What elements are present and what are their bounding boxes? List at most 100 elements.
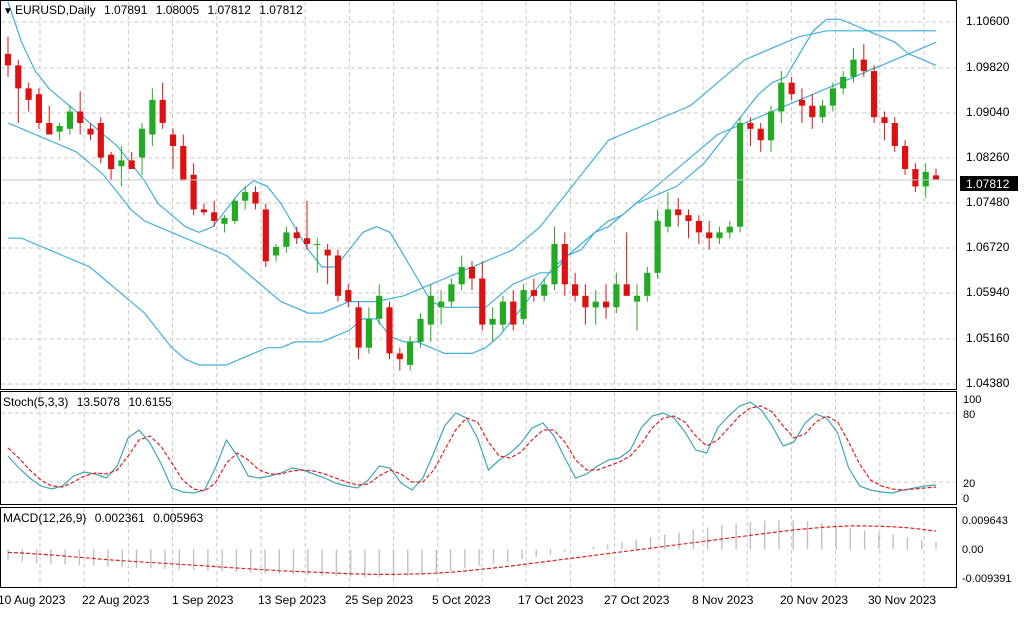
- collapse-triangle-icon[interactable]: ▼: [3, 6, 13, 17]
- bear-candle-body: [860, 59, 867, 72]
- stoch-header: Stoch(5,3,3) 13.5078 10.6155: [3, 395, 172, 409]
- low-value: 1.07812: [208, 3, 252, 17]
- date-tick-label: 13 Sep 2023: [258, 593, 326, 607]
- bear-candle-body: [809, 105, 816, 118]
- bear-candle-body: [128, 160, 135, 169]
- bull-candle-body: [118, 160, 125, 167]
- bear-candle-body: [190, 174, 197, 210]
- date-tick-label: 17 Oct 2023: [518, 593, 584, 607]
- bear-candle-body: [386, 307, 393, 354]
- price-tick-label: 1.05160: [966, 331, 1010, 345]
- bear-candle-body: [180, 146, 187, 181]
- price-header: ▼ EURUSD,Daily 1.07891 1.08005 1.07812 1…: [3, 3, 303, 17]
- current-price-marker: 1.07812: [960, 176, 1018, 191]
- bull-candle-body: [520, 290, 527, 319]
- bear-candle-body: [788, 82, 795, 95]
- bull-candle-body: [448, 284, 455, 302]
- price-tick-label: 1.08260: [966, 150, 1010, 164]
- stoch-pane-frame: [0, 391, 957, 505]
- bull-candle-body: [283, 232, 290, 247]
- bear-candle-body: [108, 154, 115, 170]
- bear-candle-body: [262, 209, 269, 262]
- bull-candle-body: [242, 192, 249, 201]
- bear-candle-body: [757, 128, 764, 141]
- date-tick-label: 22 Aug 2023: [82, 593, 150, 607]
- bear-candle-body: [603, 301, 610, 308]
- bear-candle-body: [35, 94, 42, 123]
- stoch-main-value: 13.5078: [77, 395, 121, 409]
- date-tick-label: 5 Oct 2023: [432, 593, 491, 607]
- date-tick-label: 25 Sep 2023: [345, 593, 413, 607]
- bear-candle-body: [97, 123, 104, 158]
- date-axis: 10 Aug 2023 22 Aug 2023 1 Sep 2023 13 Se…: [0, 593, 936, 607]
- bear-candle-body: [355, 307, 362, 348]
- bull-candle-body: [767, 111, 775, 141]
- bull-candle-body: [407, 341, 414, 365]
- bear-candle-body: [510, 301, 517, 325]
- date-tick-label: 30 Nov 2023: [868, 593, 936, 607]
- bull-candle-body: [66, 111, 73, 129]
- bear-candle-body: [169, 134, 177, 146]
- stoch-level-100: 100: [963, 394, 981, 406]
- bear-candle-body: [747, 123, 754, 129]
- bull-candle-body: [376, 295, 383, 319]
- bull-candle-body: [221, 218, 228, 224]
- bear-candle-body: [572, 284, 579, 296]
- price-pane-frame: [0, 0, 957, 390]
- high-value: 1.08005: [156, 3, 200, 17]
- bull-candle-body: [365, 318, 372, 348]
- bear-candle-body: [479, 278, 486, 325]
- date-tick-label: 8 Nov 2023: [692, 593, 754, 607]
- stochastic-lines: [7, 401, 937, 494]
- stoch-signal-value: 10.6155: [128, 395, 172, 409]
- bull-candle-body: [56, 125, 63, 132]
- bull-candle-body: [314, 244, 321, 245]
- bear-candle-body: [46, 123, 53, 135]
- macd-scale-top: 0.009643: [962, 515, 1008, 527]
- stoch-level-80: 80: [963, 409, 975, 421]
- bear-candle-body: [881, 117, 888, 123]
- stoch-label: Stoch(5,3,3): [3, 395, 68, 409]
- bull-candle-body: [613, 284, 620, 308]
- macd-histogram: [7, 520, 937, 578]
- bull-candle-body: [231, 200, 238, 221]
- svg-text:Stoch(5,3,3) 13.5078: Stoch(5,3,3) 13.5078 10.6155: [3, 395, 172, 409]
- bear-candle-body: [932, 175, 940, 180]
- macd-main-value: 0.002361: [95, 511, 145, 525]
- bear-candle-body: [303, 238, 311, 244]
- bear-candle-body: [798, 99, 806, 106]
- stoch-level-20: 20: [963, 478, 975, 490]
- bear-candle-body: [345, 290, 352, 302]
- bear-candle-body: [252, 192, 259, 204]
- stoch-axis: 100 80 20 0: [963, 394, 981, 505]
- bull-candle-body: [922, 172, 929, 187]
- bull-candle-body: [438, 301, 445, 308]
- price-tick-label: 1.09040: [966, 105, 1010, 119]
- bear-candle-body: [561, 244, 568, 285]
- price-axis: 1.10600 1.09820 1.09040 1.08260 1.07480 …: [966, 14, 1010, 390]
- macd-label: MACD(12,26,9): [3, 511, 86, 525]
- pane-frames: [0, 0, 957, 588]
- price-tick-label: 1.05940: [966, 285, 1010, 299]
- current-price-label: 1.07812: [966, 177, 1010, 191]
- bull-candle-body: [417, 318, 424, 342]
- bear-candle-body: [675, 209, 682, 216]
- bear-candle-body: [530, 290, 537, 296]
- bear-candle-body: [15, 65, 22, 89]
- bull-candle-body: [273, 246, 280, 256]
- bull-candle-body: [850, 59, 857, 77]
- bear-candle-body: [891, 123, 898, 146]
- bear-candle-body: [468, 267, 476, 279]
- bear-candle-body: [25, 88, 32, 100]
- bull-candle-body: [551, 244, 558, 285]
- price-tick-label: 1.10600: [966, 14, 1010, 28]
- bear-candle-body: [902, 146, 909, 169]
- bear-candle-body: [200, 209, 207, 213]
- close-value: 1.07812: [259, 3, 303, 17]
- bull-candle-body: [149, 99, 156, 135]
- macd-scale-zero: 0.00: [962, 544, 983, 556]
- bull-candle-body: [541, 284, 548, 296]
- stoch-level-0: 0: [963, 493, 969, 505]
- date-tick-label: 1 Sep 2023: [172, 593, 234, 607]
